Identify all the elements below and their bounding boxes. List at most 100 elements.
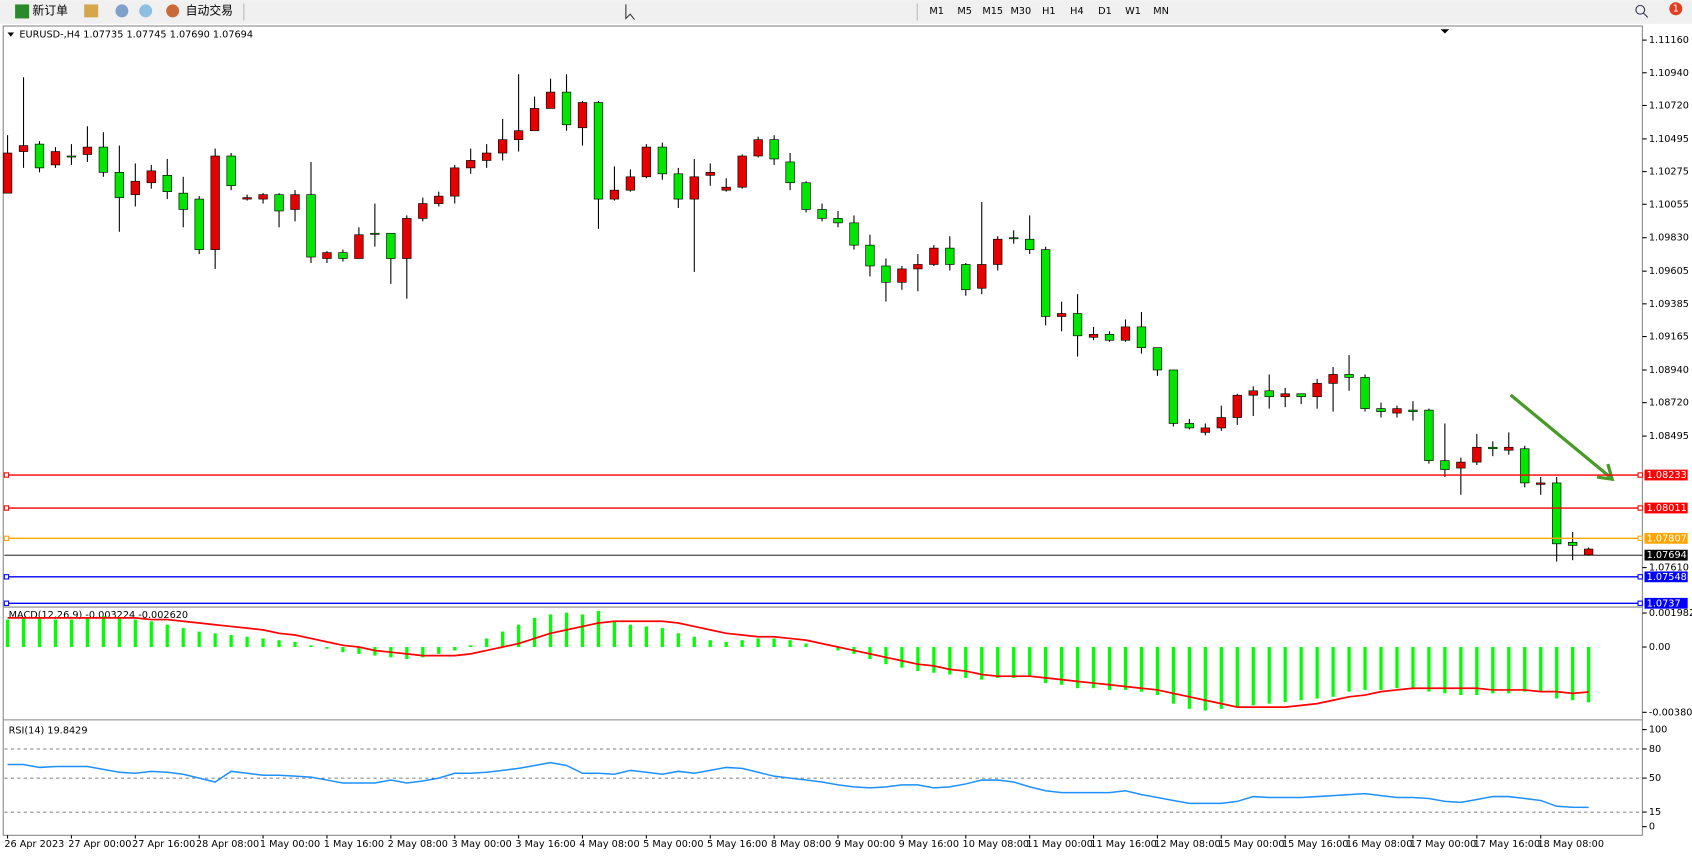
x-tick-label: 11 May 16:00	[1090, 839, 1157, 850]
macd-bar	[676, 633, 680, 648]
candle-body	[1424, 409, 1434, 461]
candle-body	[593, 102, 604, 200]
macd-bar	[724, 641, 728, 648]
candle-body	[1488, 446, 1498, 450]
candle-body	[258, 194, 268, 200]
icon	[15, 4, 30, 19]
shift-marker	[1440, 29, 1450, 34]
timeframe[interactable]: H4	[1070, 6, 1083, 17]
timeframe[interactable]: MN	[1153, 6, 1169, 17]
candle-body	[242, 197, 252, 200]
level-label: 1.0737	[1647, 598, 1681, 609]
candle-body	[1248, 390, 1258, 396]
macd-bar	[501, 631, 505, 648]
macd-bar	[53, 619, 58, 648]
candle-body	[322, 252, 332, 259]
candle-body	[1376, 408, 1386, 412]
macd-bar	[1044, 647, 1048, 684]
candle-body	[865, 244, 875, 267]
macd-bar	[1267, 647, 1271, 704]
timeframe[interactable]: W1	[1125, 6, 1141, 17]
macd-bar	[916, 647, 920, 672]
macd-bar	[1251, 647, 1255, 706]
timeframe[interactable]: M30	[1010, 6, 1031, 17]
level-handle	[3, 574, 10, 580]
rsi-title: RSI(14) 19.8429	[9, 726, 88, 737]
x-tick-label: 9 May 16:00	[899, 839, 959, 850]
x-tick-label: 15 May 00:00	[1218, 839, 1285, 850]
macd-bar	[932, 647, 936, 673]
macd-bar	[900, 647, 904, 668]
y-tick-label: 1.10055	[1649, 199, 1689, 210]
timeframe[interactable]: M15	[982, 6, 1003, 17]
level-handle	[1637, 472, 1643, 478]
macd-bar	[485, 638, 489, 648]
y-tick-label: 1.09830	[1649, 233, 1689, 244]
candle-body	[529, 108, 540, 132]
candle-body	[1280, 393, 1290, 398]
candle-body	[1232, 394, 1242, 418]
macd-bar	[261, 638, 265, 648]
macd-title: MACD(12,26,9) -0.003224 -0.002620	[9, 610, 188, 621]
macd-bar	[213, 633, 217, 648]
candle-body	[753, 139, 763, 157]
macd-bar	[772, 638, 776, 648]
level-handle	[3, 505, 10, 511]
x-tick-label: 8 May 08:00	[771, 839, 831, 850]
candle-body	[1536, 482, 1546, 485]
timeframe[interactable]: M1	[929, 6, 944, 17]
signal-line	[7, 616, 1589, 708]
candle-body	[34, 143, 45, 169]
macd-bar	[708, 640, 712, 648]
macd-bar	[1155, 647, 1160, 696]
y-tick-label: 0	[1649, 822, 1655, 833]
macd-bar	[1507, 647, 1511, 694]
cursor-tool[interactable]	[625, 4, 635, 20]
level-handle	[1637, 535, 1643, 542]
timeframe[interactable]: H1	[1042, 6, 1055, 17]
macd-bar	[740, 640, 744, 648]
macd-bar	[532, 617, 537, 648]
candle-body	[897, 268, 907, 283]
new-order[interactable]: 新订单	[32, 3, 68, 17]
candle-body	[290, 194, 300, 210]
macd-bar	[836, 647, 840, 651]
y-tick-label: 1.10275	[1649, 167, 1689, 178]
y-tick-label: 50	[1649, 773, 1661, 784]
timeframe[interactable]: D1	[1098, 6, 1112, 17]
macd-bar	[277, 640, 281, 648]
search[interactable]	[1635, 4, 1649, 18]
candle-body	[1504, 446, 1514, 451]
macd-bar	[1427, 647, 1431, 692]
candle-body	[146, 170, 156, 184]
x-tick-label: 2 May 08:00	[388, 839, 448, 850]
y-tick-label: 1.08720	[1649, 398, 1689, 409]
y-tick-label: 0.001982	[1649, 608, 1692, 619]
macd-bar	[1347, 647, 1351, 692]
auto-trade[interactable]: 自动交易	[186, 3, 233, 17]
candle-body	[1408, 409, 1418, 412]
macd-bar	[85, 617, 90, 648]
candle-body	[817, 209, 827, 219]
timeframe[interactable]: M5	[957, 6, 972, 17]
candle-body	[434, 195, 444, 204]
y-tick-label: -0.003804	[1649, 707, 1692, 718]
x-tick-label: 18 May 08:00	[1537, 839, 1604, 850]
level-handle	[1637, 574, 1643, 580]
candle-body	[641, 146, 652, 178]
candle-body	[2, 152, 13, 194]
candle-body	[497, 139, 508, 154]
x-tick-label: 5 May 00:00	[643, 839, 703, 850]
macd-bar	[325, 647, 329, 649]
candle-body	[1152, 347, 1163, 371]
macd-bar	[437, 647, 441, 654]
level-label-box	[1644, 469, 1688, 481]
y-tick-label: 1.07610	[1649, 563, 1689, 574]
x-tick-label: 26 Apr 2023	[4, 839, 64, 850]
macd-bar	[5, 619, 10, 648]
candle-body	[609, 189, 620, 200]
x-tick-label: 4 May 08:00	[579, 839, 639, 850]
macd-bar	[1235, 647, 1239, 708]
candle-body	[338, 252, 348, 259]
y-tick-label: 100	[1649, 725, 1668, 736]
